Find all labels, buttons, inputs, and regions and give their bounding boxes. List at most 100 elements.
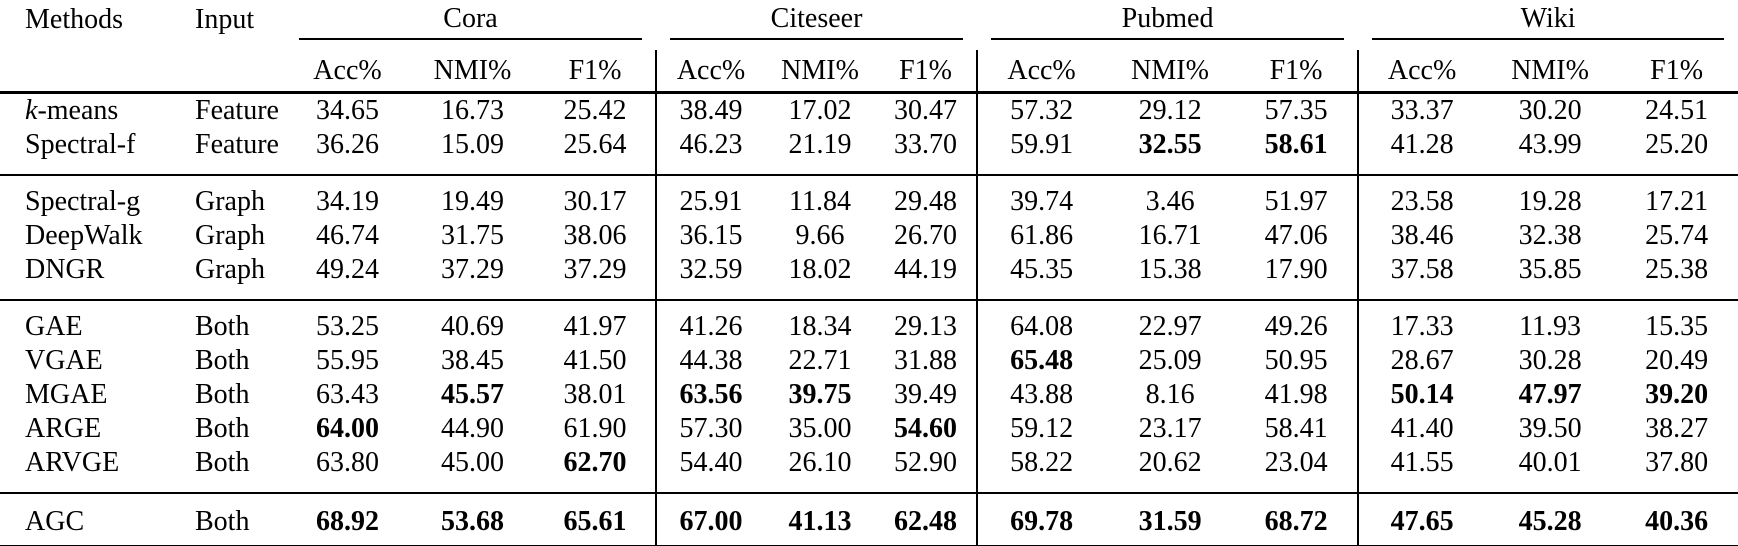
value-cell: 40.01 <box>1518 447 1582 478</box>
value-cell: 58.22 <box>976 446 1106 493</box>
metric-header-wiki-nmi: NMI% <box>1485 50 1616 94</box>
value-cell: 35.85 <box>1518 254 1582 285</box>
metric-header-cora-f1: F1% <box>535 50 657 94</box>
table-row: DeepWalk Graph 46.74 31.75 38.06 36.15 9.66 26.… <box>0 219 1738 253</box>
method-cell: ARGE <box>25 413 102 444</box>
value-cell: 31.75 <box>441 220 504 251</box>
table-row: GAE Both 53.25 40.69 41.97 41.26 18.34 29.13 64.… <box>0 299 1738 344</box>
value-cell: 41.28 <box>1357 128 1486 175</box>
metric-header-cora-acc: Acc% <box>285 50 410 94</box>
value-cell: 31.59 <box>1105 492 1236 546</box>
input-cell: Feature <box>195 95 279 126</box>
metric-header-pubmed-f1: F1% <box>1235 50 1359 94</box>
method-cell: ARVGE <box>25 447 120 478</box>
header-row-datasets: Methods Input Cora Citeseer Pubmed Wiki <box>0 0 1738 94</box>
dataset-label: Cora <box>299 4 643 40</box>
value-cell: 41.40 <box>1357 412 1486 446</box>
value-cell: 31.88 <box>894 345 958 376</box>
metric-header-wiki-f1: F1% <box>1615 50 1738 94</box>
table-row: ARGE Both 64.00 44.90 61.90 57.30 35.00 54.60 59… <box>0 412 1738 446</box>
table-row: DNGR Graph 49.24 37.29 37.29 32.59 18.02 44.19 4… <box>0 253 1738 300</box>
value-cell: 33.37 <box>1357 92 1486 128</box>
value-cell: 45.28 <box>1485 492 1616 546</box>
value-cell: 69.78 <box>976 492 1106 546</box>
value-cell: 17.02 <box>788 95 852 126</box>
value-cell: 17.33 <box>1357 299 1486 344</box>
value-cell: 17.90 <box>1264 254 1328 285</box>
value-cell: 62.48 <box>875 492 978 546</box>
value-cell: 50.14 <box>1357 378 1486 412</box>
dataset-header-citeseer: Citeseer <box>656 0 977 50</box>
value-cell: 17.21 <box>1615 174 1738 219</box>
value-cell: 29.13 <box>875 299 978 344</box>
value-cell: 46.23 <box>655 128 766 175</box>
value-cell: 61.90 <box>563 413 627 444</box>
value-cell: 26.70 <box>894 220 958 251</box>
input-cell: Graph <box>195 254 265 285</box>
table-body: k-means Feature 34.65 16.73 25.42 38.49 17.02 3… <box>0 92 1738 546</box>
table-row: MGAE Both 63.43 45.57 38.01 63.56 39.75 39.49 43… <box>0 378 1738 412</box>
input-cell: Graph <box>170 174 285 219</box>
value-cell: 37.29 <box>441 254 504 285</box>
value-cell: 45.57 <box>441 379 504 410</box>
value-cell: 15.09 <box>441 129 504 160</box>
method-cell: GAE <box>0 299 170 344</box>
value-cell: 34.19 <box>285 174 410 219</box>
value-cell: 18.34 <box>765 299 876 344</box>
value-cell: 41.13 <box>765 492 876 546</box>
value-cell: 54.40 <box>655 446 766 493</box>
method-cell: AGC <box>0 492 170 546</box>
metric-header-pubmed-acc: Acc% <box>976 50 1106 94</box>
value-cell: 57.35 <box>1264 95 1328 126</box>
value-cell: 20.62 <box>1138 447 1202 478</box>
value-cell: 38.49 <box>655 92 766 128</box>
input-cell: Both <box>195 447 250 478</box>
value-cell: 38.06 <box>563 220 627 251</box>
value-cell: 49.24 <box>316 254 379 285</box>
table-row: Spectral-g Graph 34.19 19.49 30.17 25.91 11.84… <box>0 174 1738 219</box>
value-cell: 64.00 <box>316 413 379 444</box>
value-cell: 16.71 <box>1138 220 1202 251</box>
value-cell: 25.42 <box>563 95 627 126</box>
value-cell: 53.68 <box>410 492 535 546</box>
value-cell: 47.97 <box>1518 379 1582 410</box>
value-cell: 36.26 <box>316 129 379 160</box>
value-cell: 23.17 <box>1138 413 1202 444</box>
value-cell: 32.59 <box>655 253 766 300</box>
col-header-methods: Methods <box>0 0 170 94</box>
value-cell: 46.74 <box>316 220 379 251</box>
col-header-input: Input <box>170 0 285 94</box>
value-cell: 35.00 <box>788 413 852 444</box>
value-cell: 37.29 <box>563 254 627 285</box>
value-cell: 32.38 <box>1518 220 1582 251</box>
value-cell: 53.25 <box>285 299 410 344</box>
value-cell: 25.91 <box>655 174 766 219</box>
header-row-metrics: Acc% NMI% F1% Acc% NMI% F1% Acc% NMI% F1… <box>0 50 1738 94</box>
value-cell: 29.48 <box>875 174 978 219</box>
value-cell: 37.80 <box>1645 447 1709 478</box>
input-cell: Both <box>195 379 250 410</box>
value-cell: 25.09 <box>1138 345 1202 376</box>
value-cell: 30.47 <box>894 95 958 126</box>
value-cell: 30.17 <box>535 174 657 219</box>
value-cell: 40.36 <box>1615 492 1738 546</box>
value-cell: 25.38 <box>1645 254 1709 285</box>
table-row: ARVGE Both 63.80 45.00 62.70 54.40 26.10 52.90 5… <box>0 446 1738 493</box>
value-cell: 29.12 <box>1138 95 1202 126</box>
metric-header-cora-nmi: NMI% <box>410 50 535 94</box>
value-cell: 57.30 <box>655 412 766 446</box>
dataset-header-cora: Cora <box>285 0 656 50</box>
value-cell: 39.75 <box>788 379 852 410</box>
value-cell: 32.55 <box>1138 129 1202 160</box>
metric-header-wiki-acc: Acc% <box>1357 50 1486 94</box>
value-cell: 20.49 <box>1645 345 1709 376</box>
value-cell: 30.20 <box>1518 95 1582 126</box>
table-row: VGAE Both 55.95 38.45 41.50 44.38 22.71 31.88 65… <box>0 344 1738 378</box>
value-cell: 63.56 <box>655 378 766 412</box>
value-cell: 44.19 <box>894 254 958 285</box>
method-cell: MGAE <box>25 379 108 410</box>
value-cell: 26.10 <box>788 447 852 478</box>
value-cell: 41.97 <box>535 299 657 344</box>
dataset-header-wiki: Wiki <box>1358 0 1738 50</box>
